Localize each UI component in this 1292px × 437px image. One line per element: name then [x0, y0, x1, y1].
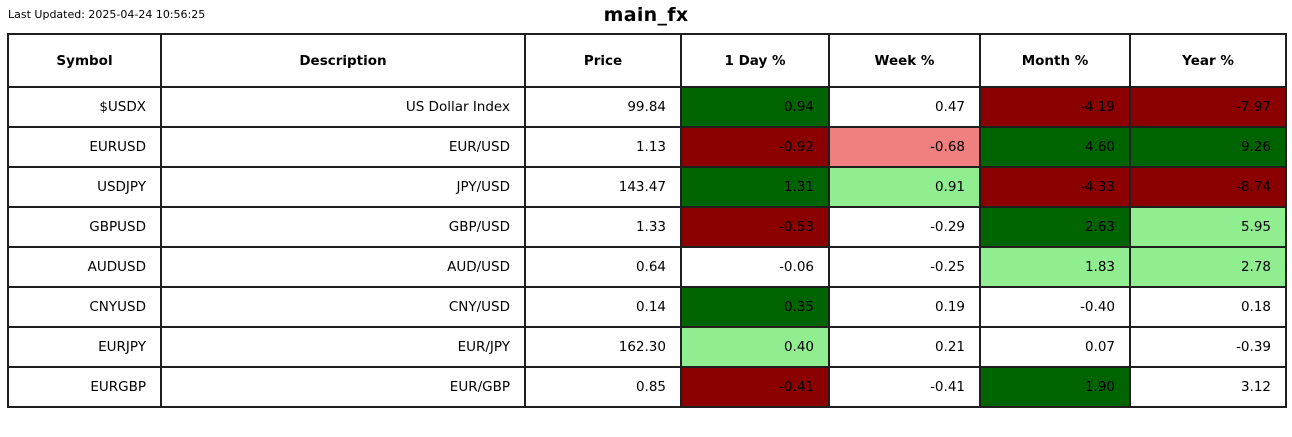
- table-row: GBPUSD GBP/USD 1.33 -0.53 -0.29 2.63 5.95: [7, 206, 1287, 248]
- week-pct-cell: -0.25: [828, 246, 981, 288]
- description-cell: EUR/JPY: [160, 326, 526, 368]
- month-pct-cell: 4.60: [979, 126, 1131, 168]
- week-pct-cell: 0.19: [828, 286, 981, 328]
- symbol-cell: CNYUSD: [7, 286, 162, 328]
- year-pct-cell: 3.12: [1129, 366, 1287, 408]
- table-row: $USDX US Dollar Index 99.84 0.94 0.47 -4.19 -7…: [7, 86, 1287, 128]
- symbol-cell: USDJPY: [7, 166, 162, 208]
- symbol-cell: EURUSD: [7, 126, 162, 168]
- column-header-year-pct: Year %: [1129, 33, 1287, 88]
- description-cell: GBP/USD: [160, 206, 526, 248]
- symbol-cell: AUDUSD: [7, 246, 162, 288]
- day-pct-cell: 0.35: [680, 286, 830, 328]
- description-cell: EUR/USD: [160, 126, 526, 168]
- week-pct-cell: -0.29: [828, 206, 981, 248]
- price-cell: 1.13: [524, 126, 682, 168]
- year-pct-cell: -8.74: [1129, 166, 1287, 208]
- month-pct-cell: -0.40: [979, 286, 1131, 328]
- symbol-cell: GBPUSD: [7, 206, 162, 248]
- fx-table-body: $USDX US Dollar Index 99.84 0.94 0.47 -4.19 -7…: [7, 86, 1287, 408]
- day-pct-cell: -0.06: [680, 246, 830, 288]
- price-cell: 143.47: [524, 166, 682, 208]
- column-header-symbol: Symbol: [7, 33, 162, 88]
- description-cell: US Dollar Index: [160, 86, 526, 128]
- header-row: Symbol Description Price 1 Day % Week % …: [7, 33, 1287, 88]
- fx-rates-table: Symbol Description Price 1 Day % Week % …: [7, 33, 1287, 408]
- day-pct-cell: -0.53: [680, 206, 830, 248]
- day-pct-cell: 1.31: [680, 166, 830, 208]
- symbol-cell: $USDX: [7, 86, 162, 128]
- column-header-description: Description: [160, 33, 526, 88]
- table-row: CNYUSD CNY/USD 0.14 0.35 0.19 -0.40 0.18: [7, 286, 1287, 328]
- week-pct-cell: 0.91: [828, 166, 981, 208]
- table-row: USDJPY JPY/USD 143.47 1.31 0.91 -4.33 -8.74: [7, 166, 1287, 208]
- page-title: main_fx: [603, 4, 689, 26]
- year-pct-cell: 9.26: [1129, 126, 1287, 168]
- price-cell: 99.84: [524, 86, 682, 128]
- week-pct-cell: -0.41: [828, 366, 981, 408]
- year-pct-cell: 2.78: [1129, 246, 1287, 288]
- last-updated-label: Last Updated: 2025-04-24 10:56:25: [8, 8, 206, 21]
- column-header-week-pct: Week %: [828, 33, 981, 88]
- description-cell: JPY/USD: [160, 166, 526, 208]
- price-cell: 1.33: [524, 206, 682, 248]
- column-header-month-pct: Month %: [979, 33, 1131, 88]
- month-pct-cell: 1.90: [979, 366, 1131, 408]
- price-cell: 0.85: [524, 366, 682, 408]
- day-pct-cell: 0.40: [680, 326, 830, 368]
- description-cell: AUD/USD: [160, 246, 526, 288]
- column-header-price: Price: [524, 33, 682, 88]
- table-row: AUDUSD AUD/USD 0.64 -0.06 -0.25 1.83 2.78: [7, 246, 1287, 288]
- month-pct-cell: -4.33: [979, 166, 1131, 208]
- day-pct-cell: -0.41: [680, 366, 830, 408]
- month-pct-cell: 1.83: [979, 246, 1131, 288]
- description-cell: EUR/GBP: [160, 366, 526, 408]
- year-pct-cell: -0.39: [1129, 326, 1287, 368]
- day-pct-cell: 0.94: [680, 86, 830, 128]
- price-cell: 0.64: [524, 246, 682, 288]
- top-bar: Last Updated: 2025-04-24 10:56:25 main_f…: [0, 0, 1292, 33]
- column-header-day-pct: 1 Day %: [680, 33, 830, 88]
- price-cell: 162.30: [524, 326, 682, 368]
- day-pct-cell: -0.92: [680, 126, 830, 168]
- week-pct-cell: 0.47: [828, 86, 981, 128]
- description-cell: CNY/USD: [160, 286, 526, 328]
- week-pct-cell: 0.21: [828, 326, 981, 368]
- table-row: EURUSD EUR/USD 1.13 -0.92 -0.68 4.60 9.26: [7, 126, 1287, 168]
- table-row: EURGBP EUR/GBP 0.85 -0.41 -0.41 1.90 3.12: [7, 366, 1287, 408]
- month-pct-cell: 2.63: [979, 206, 1131, 248]
- year-pct-cell: -7.97: [1129, 86, 1287, 128]
- year-pct-cell: 0.18: [1129, 286, 1287, 328]
- symbol-cell: EURGBP: [7, 366, 162, 408]
- table-row: EURJPY EUR/JPY 162.30 0.40 0.21 0.07 -0.39: [7, 326, 1287, 368]
- year-pct-cell: 5.95: [1129, 206, 1287, 248]
- week-pct-cell: -0.68: [828, 126, 981, 168]
- month-pct-cell: 0.07: [979, 326, 1131, 368]
- price-cell: 0.14: [524, 286, 682, 328]
- symbol-cell: EURJPY: [7, 326, 162, 368]
- month-pct-cell: -4.19: [979, 86, 1131, 128]
